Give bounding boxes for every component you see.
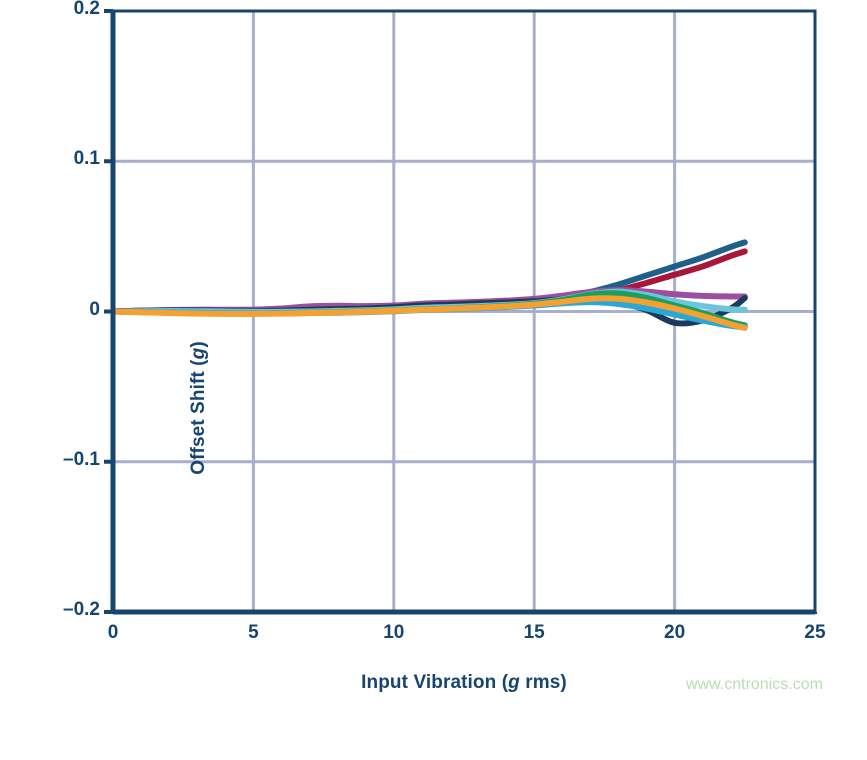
x-axis-title-italic-unit: g: [508, 672, 520, 693]
y-axis-title-prefix: Offset Shift (: [188, 359, 209, 475]
x-tick-label: 10: [383, 622, 405, 643]
x-tick-label: 15: [523, 622, 545, 643]
data-series-group: [110, 239, 748, 332]
y-tick-label: 0.1: [73, 148, 100, 170]
x-tick-label: 0: [107, 622, 119, 643]
x-tick-label: 5: [248, 622, 259, 643]
y-axis-title-suffix: ): [188, 341, 209, 348]
x-axis-title: Input Vibration (g rms): [113, 672, 815, 694]
series-line-device-8-orange: [110, 295, 748, 332]
watermark-text: www.cntronics.com: [686, 676, 823, 693]
chart-figure: Offset Shift (g) Input Vibration (g rms)…: [63, 0, 826, 694]
y-axis-title-italic-unit: g: [188, 347, 209, 360]
x-tick-label: 20: [664, 622, 686, 643]
y-tick-label: 0.2: [73, 0, 100, 19]
y-tick-label: –0.1: [63, 448, 100, 470]
x-axis-title-prefix: Input Vibration (: [361, 672, 509, 693]
x-tick-label: 25: [804, 622, 826, 643]
axis-frame: [104, 9, 817, 615]
y-tick-label: 0: [89, 298, 100, 320]
y-tick-label: –0.2: [63, 599, 100, 620]
plot-canvas: [104, 9, 817, 615]
x-axis-title-suffix: rms): [519, 672, 567, 693]
